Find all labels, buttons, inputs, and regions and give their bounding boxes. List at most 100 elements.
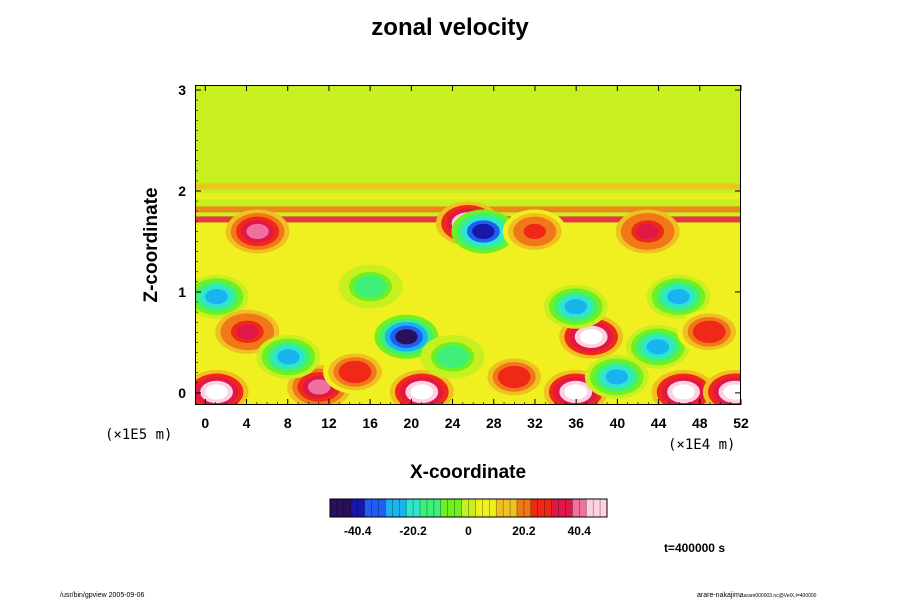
- field-feature: [395, 329, 418, 345]
- colorbar-tick-label: 0: [465, 524, 472, 538]
- x-scale-label: (×1E4 m): [668, 437, 735, 453]
- colorbar-segment: [565, 499, 573, 517]
- colorbar-segment: [350, 499, 358, 517]
- colorbar-segment: [530, 499, 539, 517]
- x-tick-label: 28: [486, 415, 502, 431]
- x-tick-label: 52: [733, 415, 749, 431]
- colorbar-segment: [420, 499, 428, 517]
- colorbar-segment: [600, 499, 608, 517]
- time-label: t=400000 s: [664, 541, 725, 555]
- x-tick-label: 48: [692, 415, 708, 431]
- field-feature: [523, 223, 546, 240]
- shear-band: [196, 193, 740, 200]
- x-tick-label: 4: [243, 415, 251, 431]
- x-tick-label: 40: [610, 415, 626, 431]
- field-feature: [564, 384, 587, 400]
- colorbar-segment: [440, 499, 449, 517]
- colorbar-segment: [558, 499, 566, 517]
- colorbar-tick-label: -20.2: [399, 524, 427, 538]
- x-tick-label: 8: [284, 415, 292, 431]
- colorbar-tick-label: 40.4: [568, 524, 592, 538]
- colorbar-segment: [551, 499, 559, 517]
- field-feature: [359, 279, 382, 295]
- field-feature: [579, 329, 603, 345]
- field-feature: [277, 349, 300, 365]
- y-tick-label: 1: [178, 284, 186, 300]
- field-feature: [636, 223, 659, 240]
- colorbar-segment: [516, 499, 525, 517]
- colorbar-segment: [586, 499, 594, 517]
- field-feature: [672, 384, 695, 400]
- x-tick-label: 16: [362, 415, 378, 431]
- colorbar-segment: [399, 499, 407, 517]
- colorbar-tick-label: 20.2: [512, 524, 536, 538]
- footer-right-main: arare-nakajima: [697, 592, 744, 599]
- footer-right-sub: arare000003.nc@VelX,t=400000: [744, 593, 817, 599]
- colorbar-segment: [461, 499, 469, 517]
- colorbar-segment: [357, 499, 365, 517]
- x-tick-label: 20: [404, 415, 420, 431]
- y-tick-label: 0: [178, 385, 186, 401]
- colorbar-segment: [523, 499, 532, 517]
- colorbar-segment: [489, 499, 497, 517]
- field-feature: [205, 289, 228, 305]
- field-feature: [564, 299, 587, 315]
- field-feature: [441, 349, 464, 365]
- colorbar-segment: [413, 499, 421, 517]
- colorbar-tick-label: -40.4: [344, 524, 372, 538]
- colorbar-segment: [544, 499, 552, 517]
- colorbar-frame: [329, 498, 608, 518]
- field-feature: [205, 384, 228, 400]
- colorbar-segment: [468, 499, 476, 517]
- colorbar-segment: [392, 499, 400, 517]
- x-tick-label: 12: [321, 415, 337, 431]
- colorbar-segment: [593, 499, 601, 517]
- colorbar-segment: [378, 499, 386, 517]
- x-tick-label: 24: [445, 415, 461, 431]
- footer-right: arare-nakajimaarare000003.nc@VelX,t=4000…: [697, 592, 817, 599]
- x-tick-label: 0: [201, 415, 209, 431]
- field-feature: [343, 364, 367, 380]
- colorbar-segment: [364, 499, 372, 517]
- chart-title: zonal velocity: [371, 14, 529, 41]
- colorbar-segment: [343, 499, 352, 517]
- colorbar-segment: [371, 499, 379, 517]
- plot-area: [195, 85, 741, 405]
- velocity-field: [196, 86, 740, 404]
- x-tick-label: 36: [568, 415, 584, 431]
- colorbar-segment: [447, 499, 455, 517]
- colorbar-segment: [330, 499, 338, 517]
- field-feature: [410, 384, 434, 400]
- field-feature: [723, 384, 740, 400]
- colorbar-segment: [579, 499, 587, 517]
- colorbar: -40.4 -20.2 0 20.2 40.4: [329, 498, 608, 538]
- colorbar-segment: [433, 499, 442, 517]
- y-tick-label: 3: [178, 82, 186, 98]
- field-feature: [698, 324, 721, 340]
- field-feature: [646, 339, 670, 355]
- field-feature: [307, 379, 331, 395]
- colorbar-segment: [475, 499, 483, 517]
- x-tick-label: 44: [651, 415, 667, 431]
- colorbar-segment: [426, 499, 435, 517]
- y-tick-label: 2: [178, 183, 186, 199]
- field-feature: [605, 369, 629, 385]
- field-feature: [472, 223, 495, 240]
- x-axis-title: X-coordinate: [410, 462, 526, 483]
- colorbar-segment: [510, 499, 518, 517]
- shear-band: [196, 183, 740, 190]
- footer-left: /usr/bin/gpview 2005-09-06: [60, 592, 145, 599]
- field-feature: [246, 223, 269, 240]
- colorbar-segment: [454, 499, 462, 517]
- colorbar-segment: [572, 499, 580, 517]
- field-feature: [667, 289, 690, 305]
- field-feature: [502, 369, 526, 385]
- colorbar-segment: [385, 499, 393, 517]
- colorbar-segment: [336, 499, 345, 517]
- colorbar-segment: [482, 499, 490, 517]
- colorbar-segment: [496, 499, 504, 517]
- x-tick-label: 32: [527, 415, 543, 431]
- colorbar-segment: [503, 499, 511, 517]
- y-scale-label: (×1E5 m): [105, 427, 172, 443]
- field-feature: [236, 324, 259, 340]
